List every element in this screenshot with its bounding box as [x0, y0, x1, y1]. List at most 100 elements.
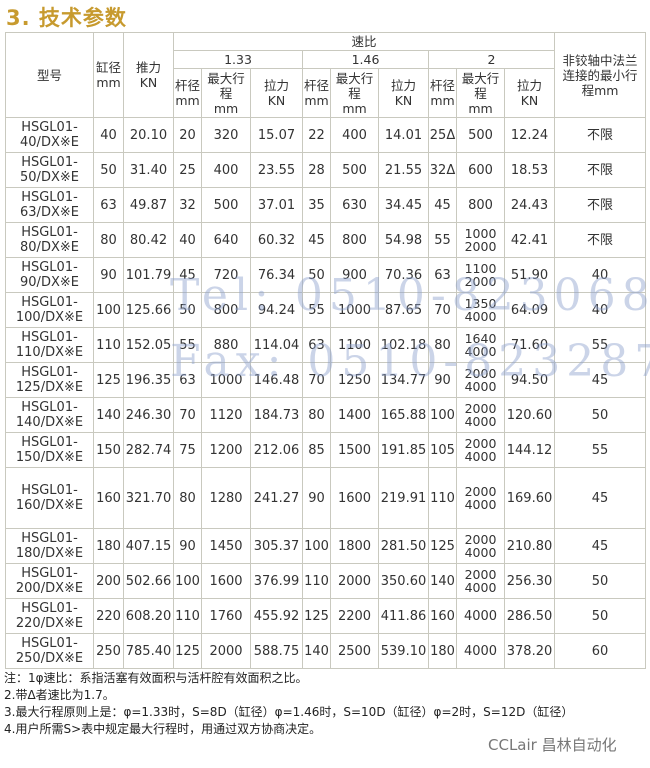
cell-rod-2: 70: [428, 292, 457, 328]
cell-pull-2: 24.43: [504, 187, 555, 223]
note-1: 注：1φ速比：系指活塞有效面积与活杆腔有效面积之比。: [4, 671, 308, 685]
cell-min-stroke: 45: [554, 528, 646, 564]
cell-model: HSGL01- 150/DX※E: [5, 432, 94, 468]
cell-model: HSGL01- 90/DX※E: [5, 257, 94, 293]
cell-rod-133: 40: [173, 222, 202, 258]
cell-pull-146: 350.60: [378, 563, 429, 599]
cell-min-stroke: 不限: [554, 187, 646, 223]
cell-pull-2: 210.80: [504, 528, 555, 564]
cell-rod-133: 75: [173, 432, 202, 468]
cell-rod-146: 50: [302, 257, 331, 293]
cell-thrust: 246.30: [123, 397, 174, 433]
cell-rod-146: 35: [302, 187, 331, 223]
cell-thrust: 282.74: [123, 432, 174, 468]
cell-model: HSGL01- 63/DX※E: [5, 187, 94, 223]
cell-rod-133: 110: [173, 598, 202, 634]
cell-stroke-2: 2000 4000: [456, 528, 505, 564]
cell-bore: 125: [93, 362, 124, 398]
cell-thrust: 321.70: [123, 467, 174, 529]
cell-rod-2: 160: [428, 598, 457, 634]
cell-bore: 40: [93, 117, 124, 153]
cell-rod-133: 80: [173, 467, 202, 529]
header-min-stroke: 非铰轴中法兰 连接的最小行 程mm: [554, 32, 646, 118]
cell-rod-146: 125: [302, 598, 331, 634]
section-title: 3. 技术参数: [6, 6, 127, 30]
header-stroke: 最大行程 mm: [330, 68, 379, 118]
cell-rod-2: 180: [428, 633, 457, 669]
cell-pull-2: 286.50: [504, 598, 555, 634]
cell-pull-133: 241.27: [250, 467, 303, 529]
header-rod: 杆径 mm: [428, 68, 457, 118]
cell-stroke-2: 1100 2000: [456, 257, 505, 293]
cell-stroke-133: 1000: [201, 362, 251, 398]
cell-thrust: 125.66: [123, 292, 174, 328]
table-row: HSGL01- 200/DX※E 200 502.66 100 1600 376.99 110…: [5, 563, 646, 599]
notes: 注：1φ速比：系指活塞有效面积与活杆腔有效面积之比。 2.带Δ者速比为1.7。 …: [4, 670, 624, 738]
cell-stroke-2: 4000: [456, 598, 505, 634]
cell-stroke-2: 2000 4000: [456, 362, 505, 398]
header-model: 型号: [5, 32, 94, 118]
cell-stroke-133: 800: [201, 292, 251, 328]
header-pull: 拉力 KN: [250, 68, 303, 118]
cell-stroke-2: 2000 4000: [456, 432, 505, 468]
cell-stroke-133: 640: [201, 222, 251, 258]
cell-rod-2: 105: [428, 432, 457, 468]
cell-stroke-133: 2000: [201, 633, 251, 669]
cell-stroke-133: 500: [201, 187, 251, 223]
cell-min-stroke: 不限: [554, 222, 646, 258]
cell-min-stroke: 不限: [554, 152, 646, 188]
table-row: HSGL01- 180/DX※E 180 407.15 90 1450 305.37 100 1…: [5, 528, 646, 564]
cell-min-stroke: 50: [554, 397, 646, 433]
cell-thrust: 31.40: [123, 152, 174, 188]
cell-min-stroke: 50: [554, 598, 646, 634]
cell-pull-2: 12.24: [504, 117, 555, 153]
cell-rod-133: 55: [173, 327, 202, 363]
cell-thrust: 785.40: [123, 633, 174, 669]
cell-pull-146: 14.01: [378, 117, 429, 153]
cell-rod-2: 55: [428, 222, 457, 258]
table-row: HSGL01- 140/DX※E 140 246.30 70 1120 184.73 80 14…: [5, 397, 646, 433]
cell-stroke-146: 400: [330, 117, 379, 153]
cell-stroke-2: 1000 2000: [456, 222, 505, 258]
cell-thrust: 152.05: [123, 327, 174, 363]
cell-pull-146: 134.77: [378, 362, 429, 398]
header-thrust: 推力 KN: [123, 32, 174, 118]
cell-thrust: 101.79: [123, 257, 174, 293]
cell-model: HSGL01- 40/DX※E: [5, 117, 94, 153]
cell-min-stroke: 60: [554, 633, 646, 669]
header-bore: 缸径 mm: [93, 32, 124, 118]
table-row: HSGL01- 40/DX※E 40 20.10 20 320 15.07 22 400 14.0…: [5, 117, 646, 153]
cell-model: HSGL01- 80/DX※E: [5, 222, 94, 258]
cell-pull-146: 281.50: [378, 528, 429, 564]
cell-rod-133: 125: [173, 633, 202, 669]
cell-rod-133: 20: [173, 117, 202, 153]
cell-rod-133: 70: [173, 397, 202, 433]
cell-pull-2: 144.12: [504, 432, 555, 468]
cell-stroke-133: 1120: [201, 397, 251, 433]
cell-pull-146: 411.86: [378, 598, 429, 634]
cell-rod-146: 80: [302, 397, 331, 433]
cell-model: HSGL01- 220/DX※E: [5, 598, 94, 634]
cell-rod-2: 25Δ: [428, 117, 457, 153]
cell-rod-146: 85: [302, 432, 331, 468]
cell-pull-2: 169.60: [504, 467, 555, 529]
cell-model: HSGL01- 125/DX※E: [5, 362, 94, 398]
note-2: 2.带Δ者速比为1.7。: [4, 688, 115, 702]
cell-pull-146: 21.55: [378, 152, 429, 188]
cell-rod-146: 70: [302, 362, 331, 398]
cell-bore: 90: [93, 257, 124, 293]
cell-pull-133: 146.48: [250, 362, 303, 398]
cell-bore: 80: [93, 222, 124, 258]
cell-pull-133: 114.04: [250, 327, 303, 363]
cell-pull-2: 71.60: [504, 327, 555, 363]
cell-min-stroke: 40: [554, 292, 646, 328]
table-row: HSGL01- 250/DX※E 250 785.40 125 2000 588.75 140…: [5, 633, 646, 669]
cell-thrust: 20.10: [123, 117, 174, 153]
cell-pull-133: 376.99: [250, 563, 303, 599]
cell-rod-133: 63: [173, 362, 202, 398]
cell-pull-2: 64.09: [504, 292, 555, 328]
cell-pull-2: 51.90: [504, 257, 555, 293]
cell-stroke-133: 1280: [201, 467, 251, 529]
cell-rod-133: 32: [173, 187, 202, 223]
cell-pull-133: 588.75: [250, 633, 303, 669]
